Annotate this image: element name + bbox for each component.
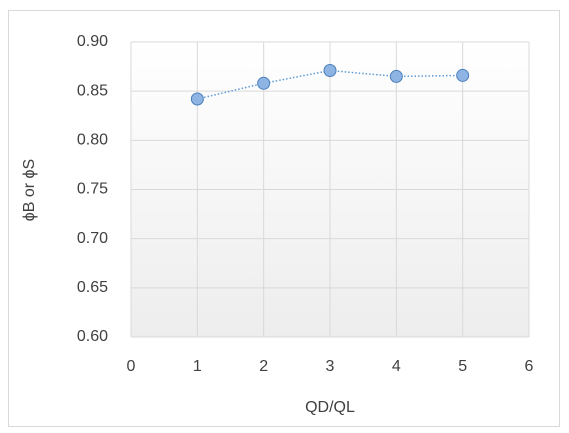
- y-tick-label: 0.80: [77, 132, 108, 149]
- data-point: [257, 76, 271, 90]
- x-axis-label: QD/QL: [305, 399, 355, 416]
- series-line: [197, 69, 463, 100]
- data-point: [323, 64, 337, 78]
- x-tick-label: 2: [259, 358, 268, 375]
- y-tick-label: 0.90: [77, 33, 108, 50]
- y-tick-label: 0.70: [77, 230, 108, 247]
- data-point: [389, 69, 403, 83]
- y-tick-label: 0.65: [77, 279, 108, 296]
- x-tick-label: 4: [392, 358, 401, 375]
- y-axis-label: ϕB or ϕS: [21, 159, 38, 221]
- x-tick-label: 3: [326, 358, 335, 375]
- data-point: [190, 92, 204, 106]
- x-tick-label: 5: [458, 358, 467, 375]
- data-point: [456, 68, 470, 82]
- y-tick-label: 0.75: [77, 181, 108, 198]
- y-tick-label: 0.85: [77, 82, 108, 99]
- x-tick-label: 6: [525, 358, 534, 375]
- x-tick-label: 1: [193, 358, 202, 375]
- y-tick-label: 0.60: [77, 328, 108, 345]
- x-tick-label: 0: [127, 358, 136, 375]
